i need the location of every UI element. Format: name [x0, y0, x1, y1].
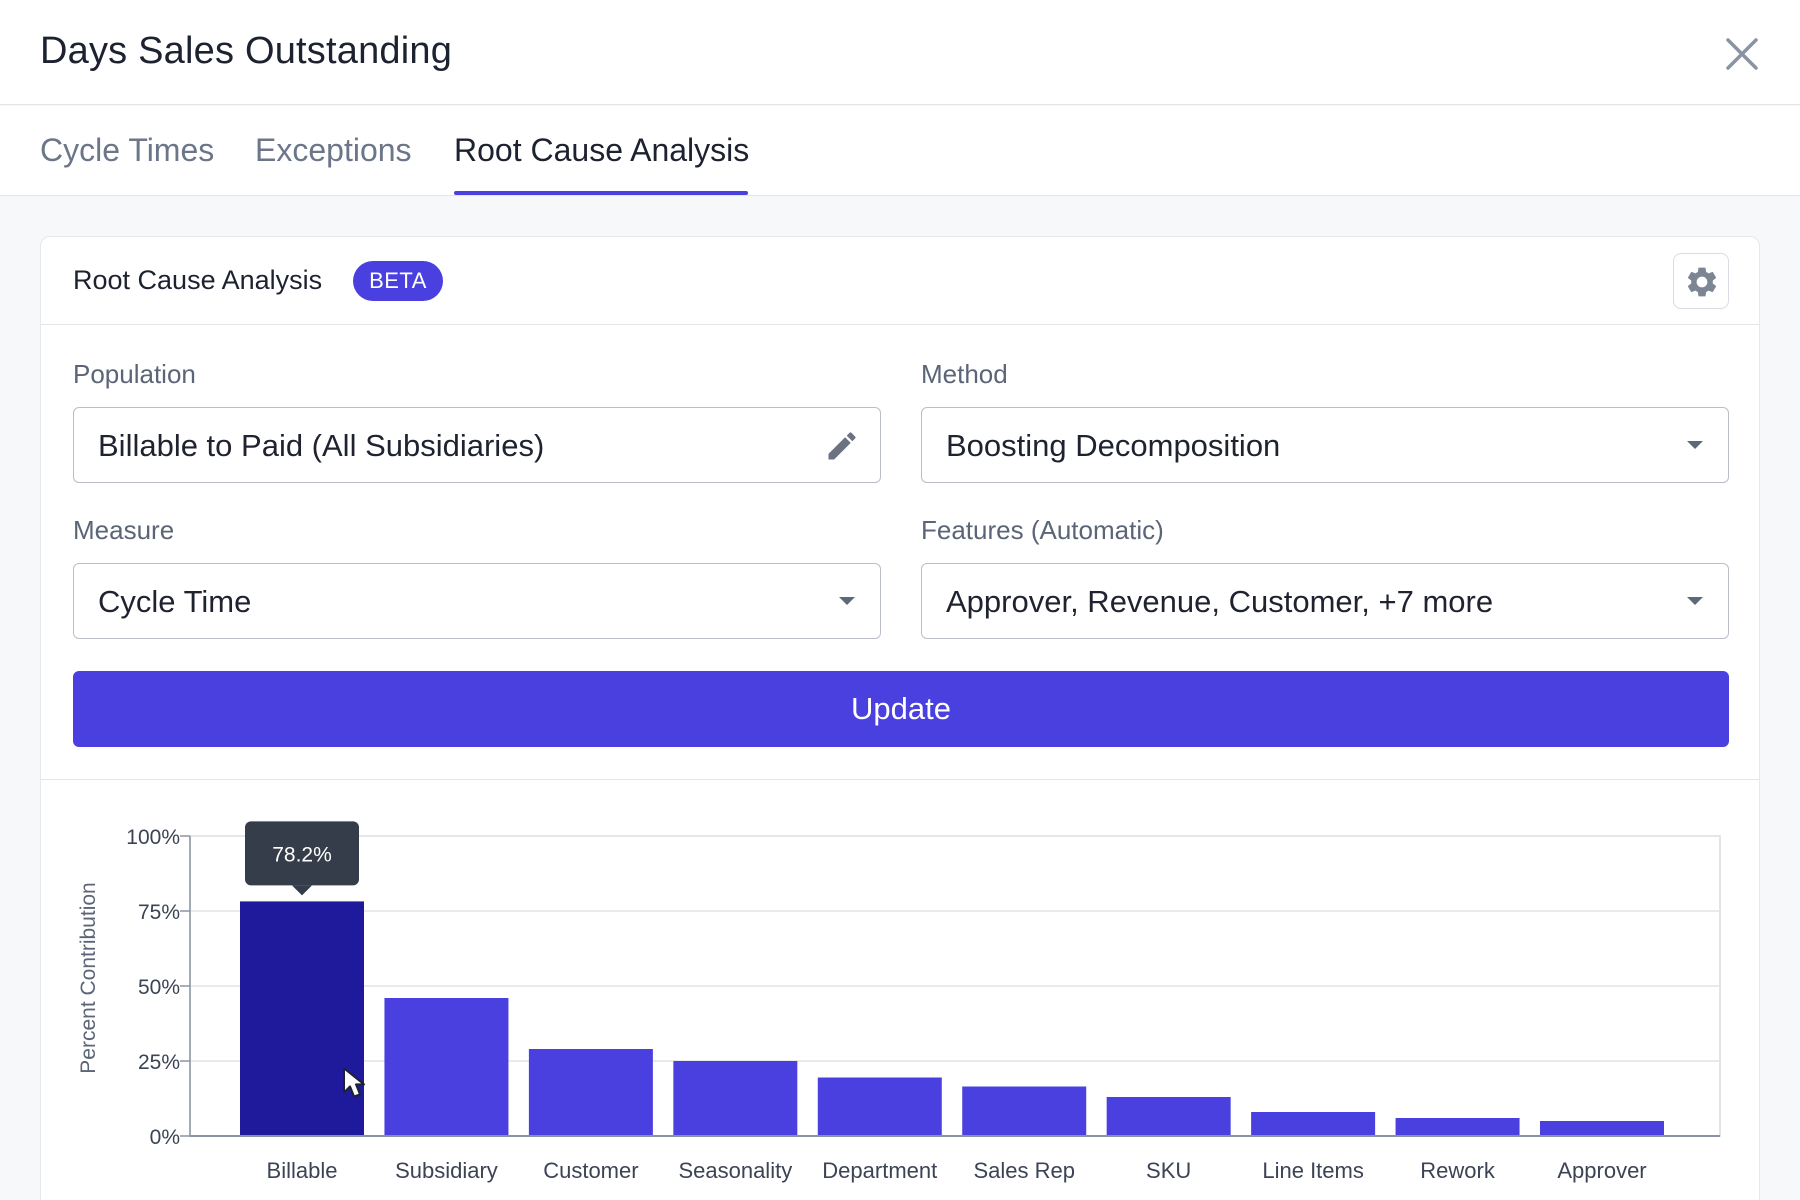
settings-button[interactable]: [1673, 253, 1729, 309]
y-tick-label: 50%: [138, 976, 180, 999]
method-value: Boosting Decomposition: [946, 428, 1281, 463]
y-tick-label: 75%: [138, 901, 180, 924]
x-category-label: Customer: [543, 1158, 638, 1183]
tab-bar: Cycle Times Exceptions Root Cause Analys…: [0, 106, 1800, 196]
population-field[interactable]: Billable to Paid (All Subsidiaries): [73, 407, 881, 483]
x-category-label: Subsidiary: [395, 1158, 498, 1183]
modal-header: Days Sales Outstanding: [0, 0, 1800, 105]
tab-cycle-times[interactable]: Cycle Times: [40, 132, 215, 168]
hand-cursor-icon: [343, 1067, 365, 1098]
tooltip-value: 78.2%: [272, 843, 332, 866]
beta-badge: BETA: [353, 261, 443, 301]
caret-down-icon: [1687, 441, 1703, 449]
caret-down-icon: [839, 597, 855, 605]
y-tick-label: 0%: [150, 1126, 180, 1149]
bar-sales-rep[interactable]: [962, 1086, 1087, 1137]
tab-exceptions[interactable]: Exceptions: [255, 132, 412, 168]
bar-sku[interactable]: [1106, 1097, 1231, 1136]
x-category-label: Seasonality: [678, 1158, 792, 1183]
x-category-label: Billable: [267, 1158, 338, 1183]
method-select[interactable]: Boosting Decomposition: [921, 407, 1729, 483]
x-category-label: Approver: [1557, 1158, 1646, 1183]
y-tick-label: 25%: [138, 1051, 180, 1074]
measure-label: Measure: [73, 515, 175, 545]
features-label: Features (Automatic): [921, 515, 1164, 545]
tooltip-pointer: [292, 885, 312, 896]
x-category-label: Rework: [1420, 1158, 1496, 1183]
method-label: Method: [921, 359, 1008, 389]
measure-value: Cycle Time: [98, 584, 252, 619]
bar-customer[interactable]: [528, 1049, 653, 1136]
bar-line-items[interactable]: [1251, 1112, 1376, 1136]
gear-icon: [1687, 267, 1717, 297]
pencil-icon[interactable]: [824, 428, 860, 464]
close-icon: [1726, 38, 1758, 70]
modal-title: Days Sales Outstanding: [40, 30, 453, 72]
card-header: Root Cause Analysis BETA: [41, 237, 1759, 325]
bar-rework[interactable]: [1395, 1118, 1520, 1136]
y-axis-title: Percent Contribution: [77, 882, 100, 1073]
card-title: Root Cause Analysis: [73, 265, 323, 295]
update-button[interactable]: Update: [73, 671, 1729, 747]
x-category-label: Line Items: [1262, 1158, 1364, 1183]
chart-divider: [41, 779, 1759, 780]
bar-seasonality[interactable]: [673, 1061, 798, 1136]
caret-down-icon: [1687, 597, 1703, 605]
population-label: Population: [73, 359, 196, 389]
bar-approver[interactable]: [1540, 1121, 1664, 1136]
x-category-label: SKU: [1146, 1158, 1191, 1183]
measure-select[interactable]: Cycle Time: [73, 563, 881, 639]
tab-root-cause-analysis[interactable]: Root Cause Analysis: [454, 132, 750, 168]
bar-department[interactable]: [817, 1077, 942, 1137]
x-category-label: Department: [822, 1158, 937, 1183]
x-category-label: Sales Rep: [973, 1158, 1075, 1183]
tooltip-box: [245, 821, 359, 886]
close-button[interactable]: [1720, 32, 1764, 76]
features-select[interactable]: Approver, Revenue, Customer, +7 more: [921, 563, 1729, 639]
active-tab-indicator: [454, 191, 748, 195]
features-value: Approver, Revenue, Customer, +7 more: [946, 584, 1494, 619]
population-value: Billable to Paid (All Subsidiaries): [98, 428, 545, 463]
y-tick-label: 100%: [126, 826, 180, 849]
bar-billable[interactable]: [240, 901, 364, 1136]
bar-subsidiary[interactable]: [384, 998, 509, 1136]
